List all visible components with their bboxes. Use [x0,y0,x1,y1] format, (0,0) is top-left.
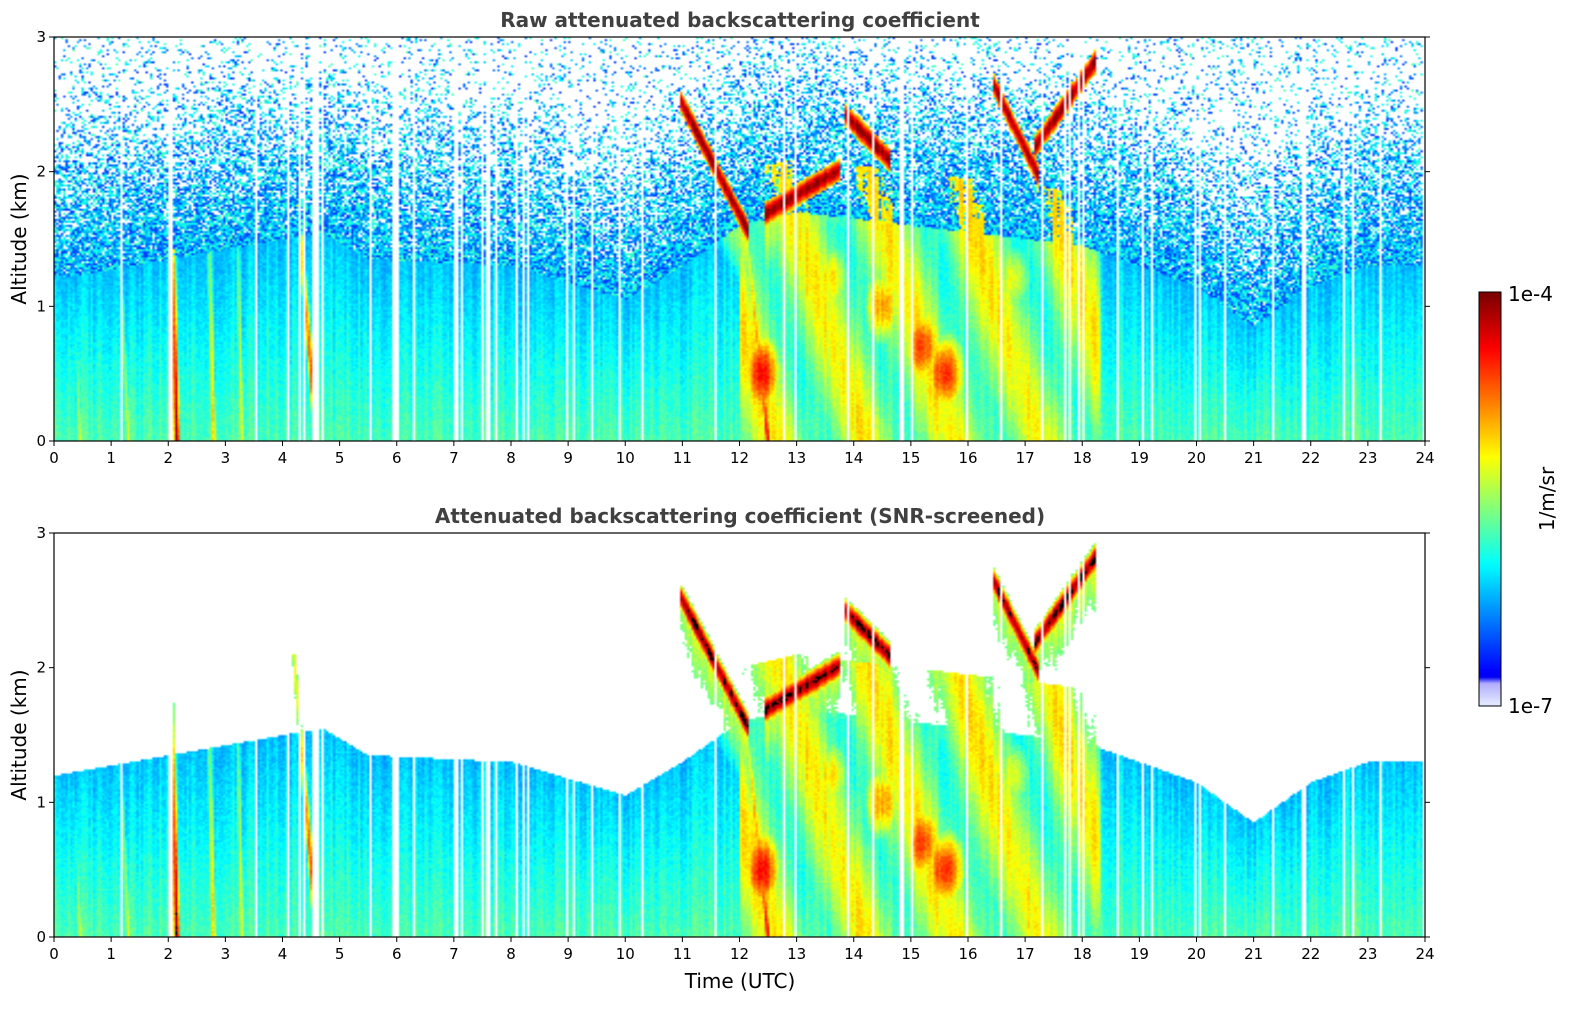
panel-raw: Raw attenuated backscattering coefficien… [7,8,1435,467]
x-tick-label: 14 [844,449,863,467]
x-tick-label: 11 [673,945,692,963]
x-tick-label: 16 [958,945,977,963]
panel-title-raw: Raw attenuated backscattering coefficien… [500,8,980,32]
x-tick-label: 1 [106,945,116,963]
heatmap-raw [54,37,1425,441]
panel-title-screened: Attenuated backscattering coefficient (S… [435,504,1045,528]
x-tick-label: 3 [221,449,231,467]
x-tick-label: 20 [1187,945,1206,963]
x-tick-label: 0 [49,945,59,963]
x-tick-label: 0 [49,449,59,467]
y-tick-label: 3 [36,28,46,46]
x-tick-label: 17 [1016,449,1035,467]
x-tick-label: 2 [163,945,173,963]
colorbar-gradient [1479,292,1501,706]
y-tick-label: 1 [36,297,46,315]
x-tick-label: 16 [958,449,977,467]
panel-screened: Attenuated backscattering coefficient (S… [7,504,1435,993]
x-tick-label: 8 [506,945,516,963]
y-tick-label: 1 [36,793,46,811]
x-tick-label: 2 [163,449,173,467]
x-tick-label: 21 [1244,945,1263,963]
x-tick-label: 22 [1301,945,1320,963]
x-tick-label: 5 [335,449,345,467]
y-tick-label: 2 [36,659,46,677]
x-axis-raw: 0 1 2 3 4 5 6 7 8 9 10 11 12 13 14 15 16 17 18 19 20 21 22 23 24 [49,441,1435,467]
y-tick-label: 2 [36,163,46,181]
x-tick-label: 4 [278,449,288,467]
x-tick-label: 10 [616,449,635,467]
x-tick-label: 8 [506,449,516,467]
y-axis-label-raw: Altitude (km) [7,173,31,304]
y-tick-label: 0 [36,928,46,946]
y-axis-raw: 0 1 2 3 [36,28,1430,450]
x-tick-label: 19 [1130,449,1149,467]
colorbar-unit-label: 1/m/sr [1535,466,1559,531]
x-tick-label: 24 [1415,449,1434,467]
colorbar-min-label: 1e-7 [1508,694,1553,718]
colorbar: 1e-4 1e-7 1/m/sr [1478,282,1559,718]
x-tick-label: 1 [106,449,116,467]
x-tick-label: 13 [787,449,806,467]
x-tick-label: 20 [1187,449,1206,467]
x-axis-label: Time (UTC) [684,969,796,993]
y-axis-label-screened: Altitude (km) [7,669,31,800]
x-tick-label: 12 [730,945,749,963]
colorbar-max-label: 1e-4 [1508,282,1553,306]
x-tick-label: 11 [673,449,692,467]
x-tick-label: 21 [1244,449,1263,467]
x-tick-label: 23 [1358,945,1377,963]
x-tick-label: 24 [1415,945,1434,963]
y-tick-label: 0 [36,432,46,450]
x-tick-label: 18 [1073,945,1092,963]
x-tick-label: 23 [1358,449,1377,467]
x-tick-label: 12 [730,449,749,467]
x-axis-screened: 0 1 2 3 4 5 6 7 8 9 10 11 12 13 14 15 16 17 18 19 20 21 22 23 24 [49,937,1435,963]
x-tick-label: 6 [392,945,402,963]
x-tick-label: 5 [335,945,345,963]
x-tick-label: 4 [278,945,288,963]
x-tick-label: 3 [221,945,231,963]
x-tick-label: 22 [1301,449,1320,467]
x-tick-label: 18 [1073,449,1092,467]
x-tick-label: 7 [449,945,459,963]
heatmap-screened [54,533,1425,937]
x-tick-label: 9 [563,945,573,963]
x-tick-label: 19 [1130,945,1149,963]
x-tick-label: 10 [616,945,635,963]
y-axis-screened: 0 1 2 3 [36,524,1430,946]
x-tick-label: 17 [1016,945,1035,963]
x-tick-label: 6 [392,449,402,467]
x-tick-label: 9 [563,449,573,467]
x-tick-label: 7 [449,449,459,467]
y-tick-label: 3 [36,524,46,542]
x-tick-label: 14 [844,945,863,963]
x-tick-label: 15 [901,449,920,467]
colorbar-frame [1478,291,1502,707]
x-tick-label: 15 [901,945,920,963]
x-tick-label: 13 [787,945,806,963]
